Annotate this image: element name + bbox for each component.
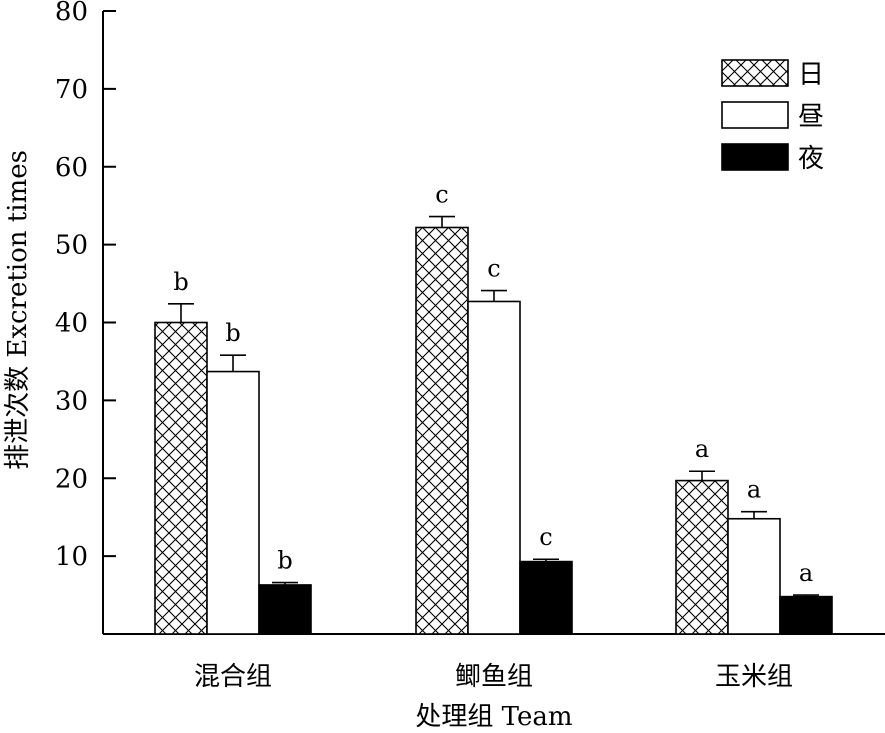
legend-swatch-black	[721, 143, 789, 171]
significance-letter: c	[435, 181, 448, 209]
bar-crosshatch	[154, 321, 208, 635]
legend-label: 昼	[798, 102, 824, 132]
x-tick-label: 鲫鱼组	[455, 662, 533, 692]
y-tick-label: 30	[55, 386, 88, 416]
x-tick-label: 玉米组	[715, 662, 793, 692]
significance-letter: c	[539, 523, 552, 551]
legend: 日昼夜	[721, 59, 824, 174]
labels-group: b c a b c a b c a 混合组 鲫鱼组 玉米组	[173, 181, 813, 692]
x-tick-label: 混合组	[194, 662, 272, 692]
axes: 10 20 30 40 50 60 70 80	[55, 0, 885, 635]
significance-letter: a	[747, 476, 761, 504]
y-tick-label: 60	[55, 153, 88, 183]
x-axis-label: 处理组 Team	[415, 702, 572, 732]
significance-letter: b	[225, 319, 240, 347]
legend-swatch-white	[721, 101, 789, 129]
y-tick-label: 40	[55, 309, 88, 339]
bar-crosshatch	[675, 479, 729, 635]
legend-label: 夜	[798, 144, 824, 174]
bar-crosshatch	[415, 226, 469, 635]
bar-white	[467, 300, 521, 635]
significance-letter: a	[695, 435, 709, 463]
y-tick-label: 10	[55, 542, 88, 572]
significance-letter: c	[487, 255, 500, 283]
y-tick-label: 50	[55, 231, 88, 261]
y-axis-label: 排泄次数 Excretion times	[3, 150, 33, 470]
bar-black	[258, 584, 312, 635]
y-tick-label: 70	[55, 75, 88, 105]
significance-letter: b	[173, 268, 188, 296]
significance-letter: b	[277, 547, 292, 575]
bar-white	[206, 370, 260, 635]
legend-swatch-crosshatch	[721, 59, 789, 87]
bar-white	[727, 517, 781, 635]
y-tick-label: 80	[55, 0, 88, 27]
y-tick-label: 20	[55, 464, 88, 494]
significance-letter: a	[799, 559, 813, 587]
bar-black	[519, 560, 573, 635]
legend-label: 日	[798, 60, 824, 90]
bar-black	[779, 595, 833, 635]
bars-group	[154, 215, 833, 635]
